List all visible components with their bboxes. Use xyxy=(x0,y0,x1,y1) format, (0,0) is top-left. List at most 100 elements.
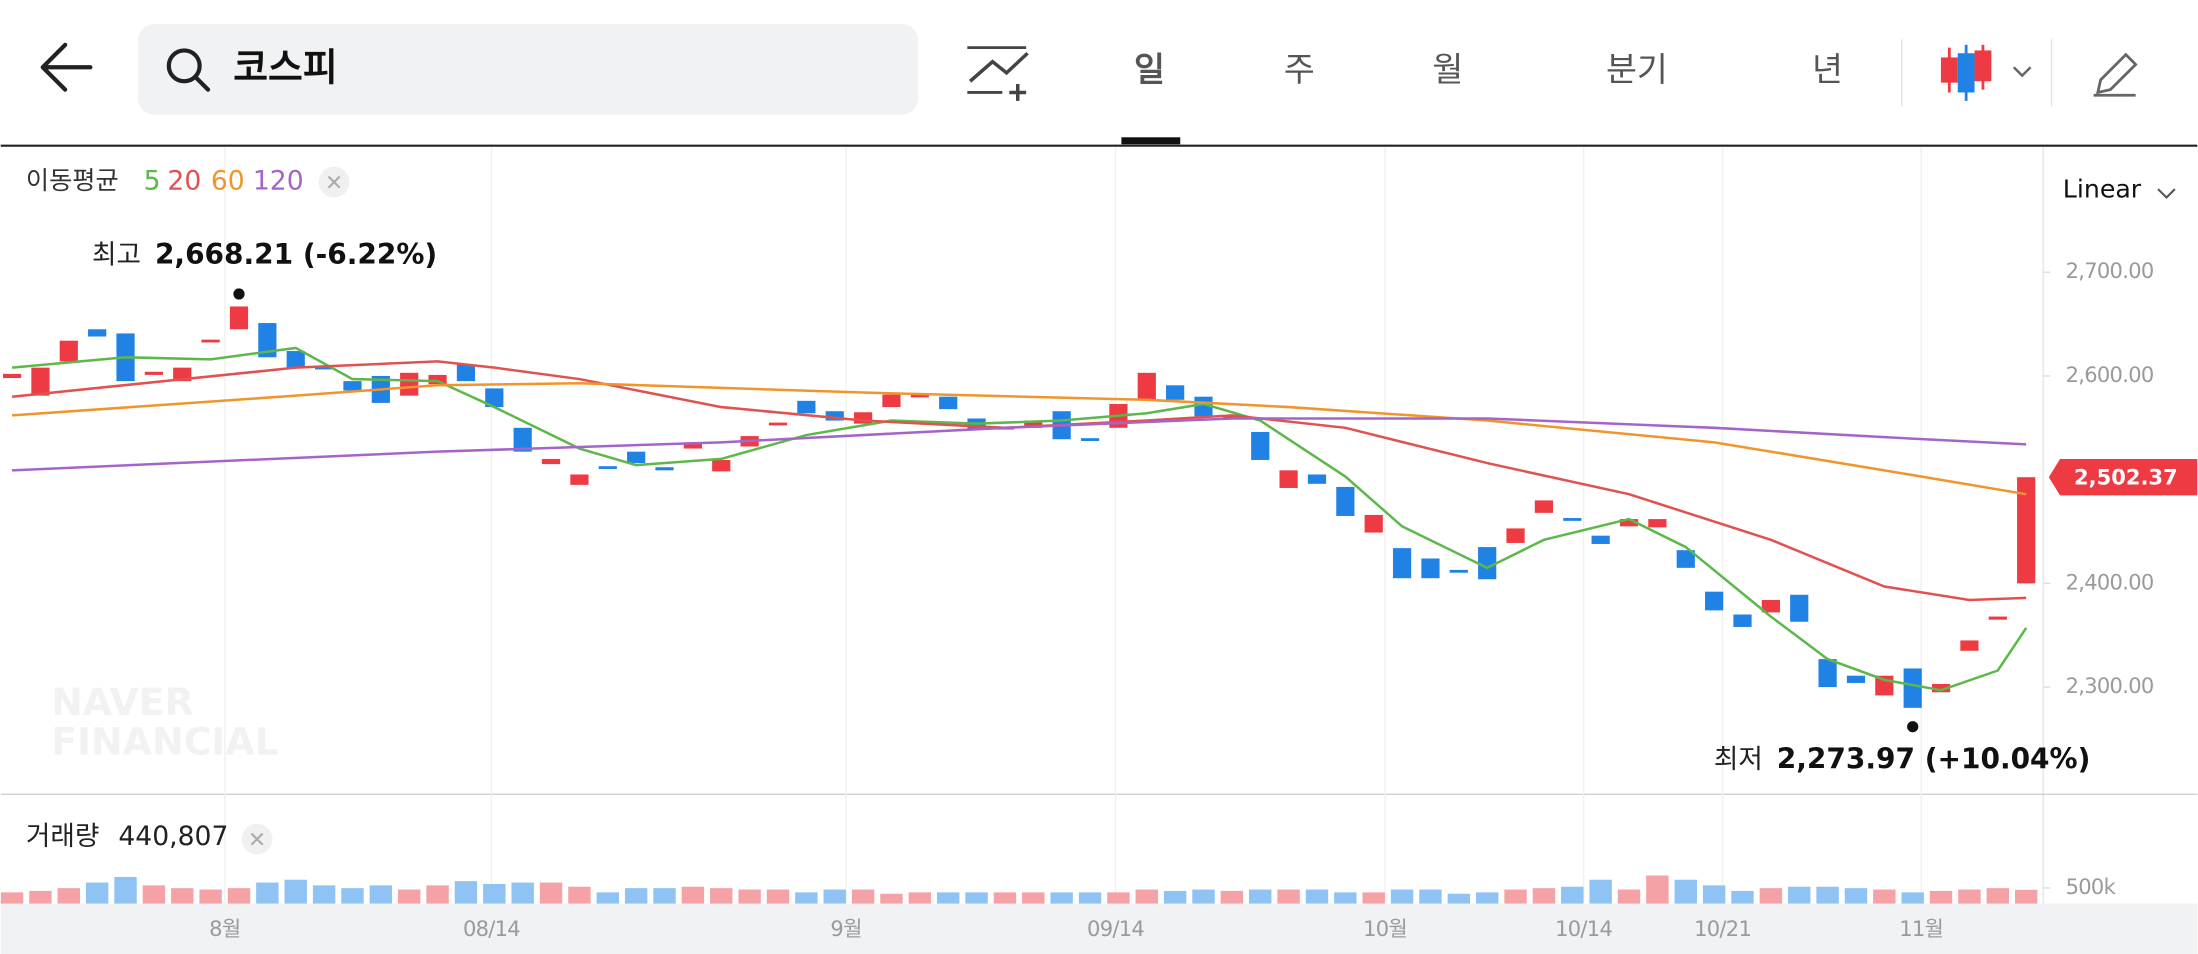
candle-body xyxy=(314,366,334,370)
candle-body xyxy=(485,388,504,408)
volume-close-button[interactable] xyxy=(241,823,273,855)
volume-bar xyxy=(1390,889,1414,904)
candle-body xyxy=(1024,420,1043,428)
search-box[interactable] xyxy=(137,23,919,115)
volume-bar xyxy=(823,889,846,904)
volume-bar xyxy=(1589,879,1612,904)
candle-body xyxy=(1279,470,1298,488)
candle-body xyxy=(1080,438,1100,441)
volume-bar xyxy=(1929,890,1953,904)
scale-chevron[interactable] xyxy=(2157,188,2176,200)
chart-type-button[interactable] xyxy=(1940,44,2032,101)
candle-body xyxy=(627,451,646,464)
candle-body xyxy=(1336,486,1355,516)
candle-body xyxy=(2017,477,2036,584)
price-tag xyxy=(2048,458,2198,496)
volume-bar xyxy=(1447,893,1471,904)
x-tick-label: 08/14 xyxy=(463,916,520,941)
volume-bar xyxy=(369,885,393,904)
candle-body xyxy=(1591,535,1610,544)
volume-bar xyxy=(341,888,364,904)
volume-bar xyxy=(171,888,194,904)
y-tick-label: 2,700.00 xyxy=(2066,258,2154,283)
candle-body xyxy=(286,351,305,368)
ma-line xyxy=(12,417,2027,472)
candle-body xyxy=(1307,474,1327,484)
volume-bar xyxy=(965,892,988,904)
candle-body xyxy=(1648,519,1667,528)
x-tick-label: 11월 xyxy=(1899,916,1943,941)
candle-body xyxy=(825,411,844,421)
x-tick-label: 8월 xyxy=(209,916,240,941)
volume-bar xyxy=(1958,889,1981,904)
candle-body xyxy=(797,400,816,414)
y-tick-label: 2,300.00 xyxy=(2066,673,2154,698)
candle-body xyxy=(400,372,419,396)
high-value: 2,668.21 (-6.22%) xyxy=(155,238,437,271)
x-axis-band xyxy=(0,903,2198,954)
volume-bar xyxy=(681,886,705,904)
legend-item: 60 xyxy=(211,166,245,197)
candle-body xyxy=(1988,616,2007,620)
volume-bar xyxy=(1305,889,1329,904)
candle-body xyxy=(712,459,731,472)
search-text: 코스피 xyxy=(233,46,337,90)
back-button[interactable] xyxy=(40,42,93,92)
tab[interactable]: 년 xyxy=(1812,50,1843,89)
volume-bar xyxy=(256,882,279,904)
volume-bar xyxy=(1873,889,1896,904)
volume-bar xyxy=(1107,892,1130,904)
volume-bar xyxy=(0,892,24,904)
volume-bar xyxy=(1788,886,1811,904)
candle-body xyxy=(1421,558,1440,579)
tab[interactable]: 주 xyxy=(1284,50,1315,89)
volume-bar xyxy=(85,882,109,904)
volume-bar xyxy=(653,888,676,904)
volume-bar xyxy=(1844,888,1868,904)
candle-body xyxy=(598,466,617,469)
volume-bar xyxy=(596,892,619,904)
watermark: NAVER xyxy=(51,680,194,724)
ma-line xyxy=(11,346,2028,692)
draw-button[interactable] xyxy=(2093,52,2138,97)
ma-title: 이동평균 xyxy=(26,166,119,195)
low-value: 2,273.97 (+10.04%) xyxy=(1777,742,2091,775)
candle-body xyxy=(1506,528,1525,543)
candle-body xyxy=(1818,659,1837,688)
volume-bar xyxy=(1022,892,1045,904)
candle-body xyxy=(1931,683,1951,693)
candle-body xyxy=(1960,640,1979,651)
tab[interactable]: 월 xyxy=(1432,50,1463,89)
volume-bar xyxy=(1050,892,1073,904)
candle-body xyxy=(1563,518,1582,521)
candle-body xyxy=(456,364,476,382)
scale-toggle[interactable]: Linear xyxy=(2063,175,2142,204)
y-tick-label: 500k xyxy=(2066,874,2117,899)
candle-body xyxy=(201,339,220,343)
candle-body xyxy=(1790,594,1809,622)
candle-body xyxy=(144,371,164,375)
volume-bar xyxy=(936,892,960,904)
volume-bar xyxy=(29,890,52,904)
tab[interactable]: 일 xyxy=(1134,50,1165,89)
candle-body xyxy=(910,394,929,398)
ma-line xyxy=(11,360,2027,602)
watermark: FINANCIAL xyxy=(51,719,279,763)
candle-body xyxy=(59,340,78,362)
indicator-button[interactable] xyxy=(967,46,1029,101)
ma-close-button[interactable] xyxy=(318,166,350,198)
volume-bar xyxy=(795,892,818,904)
volume-bar xyxy=(710,888,733,904)
volume-bar xyxy=(1504,889,1527,904)
volume-bar xyxy=(1419,889,1442,904)
volume-bar xyxy=(1731,890,1754,904)
volume-bar xyxy=(1759,888,1783,904)
volume-bar xyxy=(880,893,903,904)
candle-body xyxy=(513,427,532,452)
tab[interactable]: 분기 xyxy=(1606,50,1668,89)
volume-bar xyxy=(1192,889,1215,904)
y-tick-label: 2,600.00 xyxy=(2066,362,2154,387)
candle-body xyxy=(1619,519,1639,527)
candle-body xyxy=(1137,372,1156,400)
